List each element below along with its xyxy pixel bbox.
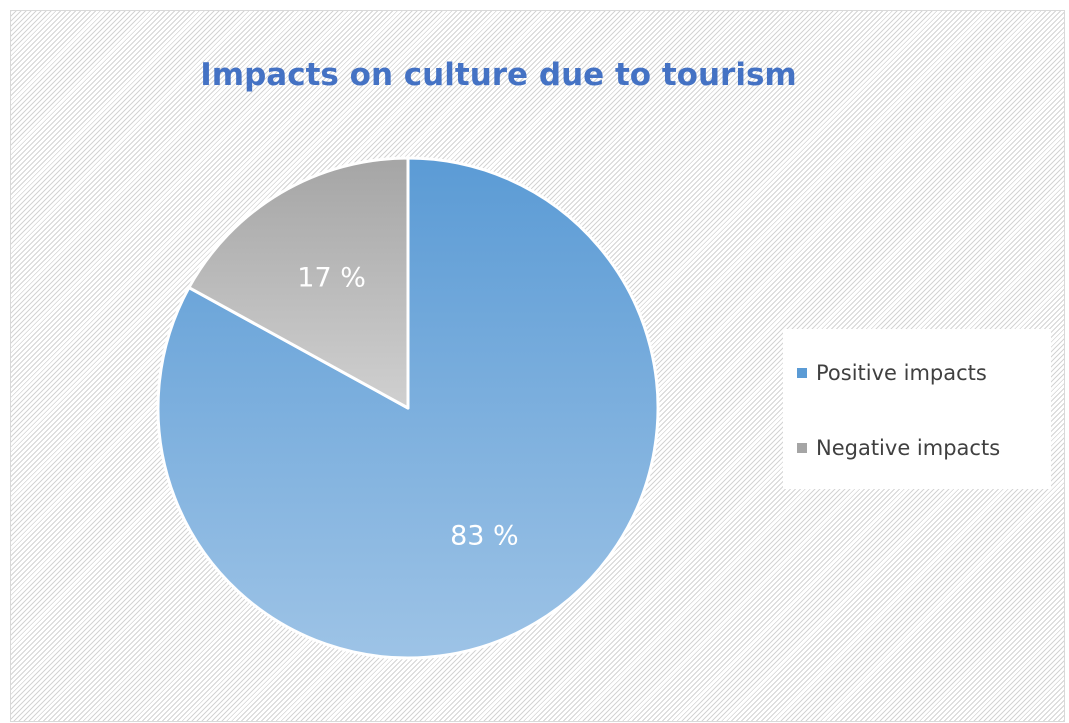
legend-item-positive-impacts: Positive impacts: [797, 358, 987, 388]
data-label-negative-impacts: 17 %: [297, 262, 366, 293]
pie-data-labels: 83 % 17 %: [297, 262, 518, 551]
legend-label-positive-impacts: Positive impacts: [816, 361, 987, 385]
legend-swatch-positive-impacts: [797, 368, 807, 378]
chart-area: Impacts on culture due to tourism 83 % 17…: [10, 10, 1065, 722]
legend-label-negative-impacts: Negative impacts: [816, 436, 1001, 460]
legend-swatch-negative-impacts: [797, 443, 807, 453]
pie-slice-negative-impacts: [187, 156, 410, 410]
chart-title: Impacts on culture due to tourism: [200, 57, 797, 93]
pie-chart: 83 % 17 %: [156, 156, 660, 660]
legend: Positive impacts Negative impacts: [783, 329, 1051, 489]
data-label-positive-impacts: 83 %: [450, 521, 519, 552]
legend-item-negative-impacts: Negative impacts: [797, 433, 1000, 463]
pie-slices: [156, 156, 660, 660]
